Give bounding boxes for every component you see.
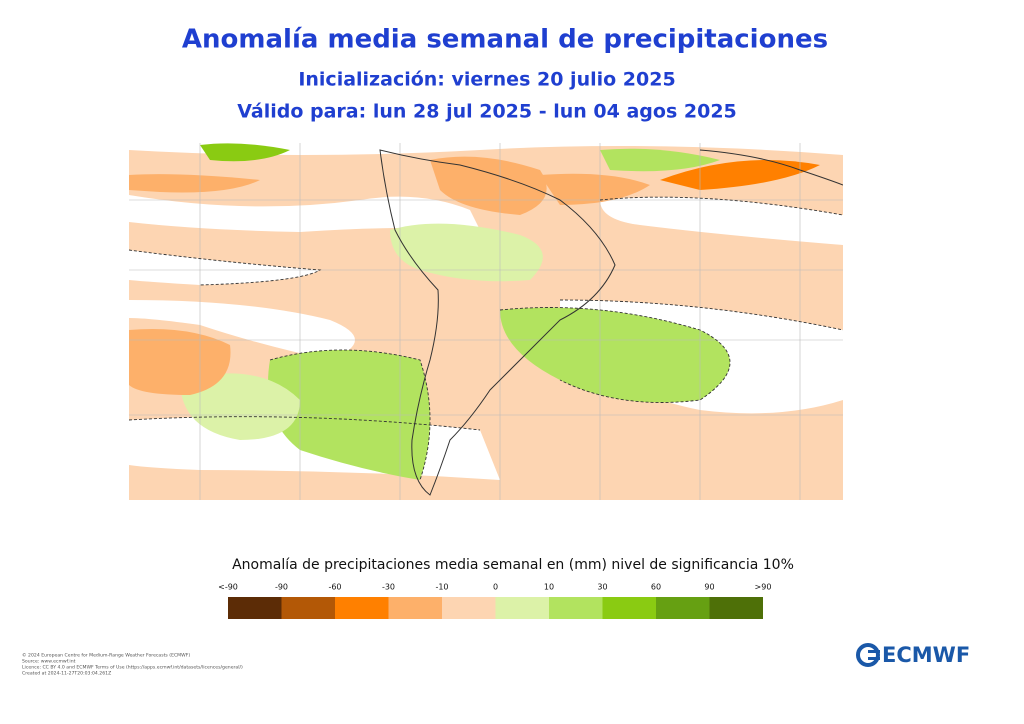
title: Anomalía media semanal de precipitacione…	[182, 25, 828, 55]
legend-swatch	[442, 597, 496, 619]
legend-swatch	[656, 597, 710, 619]
legend-swatch	[495, 597, 549, 619]
legend-label: 60	[651, 583, 661, 592]
legend-swatch	[335, 597, 389, 619]
legend-label: 90	[704, 583, 714, 592]
footer-line: © 2024 European Centre for Medium-Range …	[22, 652, 190, 659]
footer-line: Source: www.ecmwf.int	[22, 659, 76, 665]
legend-swatch	[228, 597, 282, 619]
legend-label: <-90	[218, 583, 238, 592]
legend-swatch	[602, 597, 656, 619]
legend: <-90 -90 -60 -30 -10 0 10 30 60 90 >90	[218, 583, 772, 619]
legend-label: -90	[275, 583, 288, 592]
logo: ECMWF	[856, 643, 970, 667]
legend-label: -30	[382, 583, 395, 592]
legend-label: >90	[755, 583, 772, 592]
map	[129, 143, 843, 500]
validity: Válido para: lun 28 jul 2025 - lun 04 ag…	[237, 101, 737, 123]
legend-label: -60	[328, 583, 341, 592]
legend-label: 0	[493, 583, 498, 592]
logo-text: ECMWF	[882, 643, 970, 667]
legend-swatch	[281, 597, 335, 619]
legend-label: 10	[544, 583, 554, 592]
footer-line: Created at 2024-11-27T20:03:04.261Z	[22, 671, 111, 677]
legend-title: Anomalía de precipitaciones media semana…	[232, 557, 794, 573]
legend-label: -10	[435, 583, 448, 592]
footer-line: Licence: CC BY 4.0 and ECMWF Terms of Us…	[22, 665, 243, 671]
legend-swatch	[549, 597, 603, 619]
legend-label: 30	[597, 583, 607, 592]
footer: © 2024 European Centre for Medium-Range …	[22, 652, 243, 677]
legend-swatch	[709, 597, 763, 619]
legend-swatch	[388, 597, 442, 619]
initialization: Inicialización: viernes 20 julio 2025	[298, 69, 675, 91]
